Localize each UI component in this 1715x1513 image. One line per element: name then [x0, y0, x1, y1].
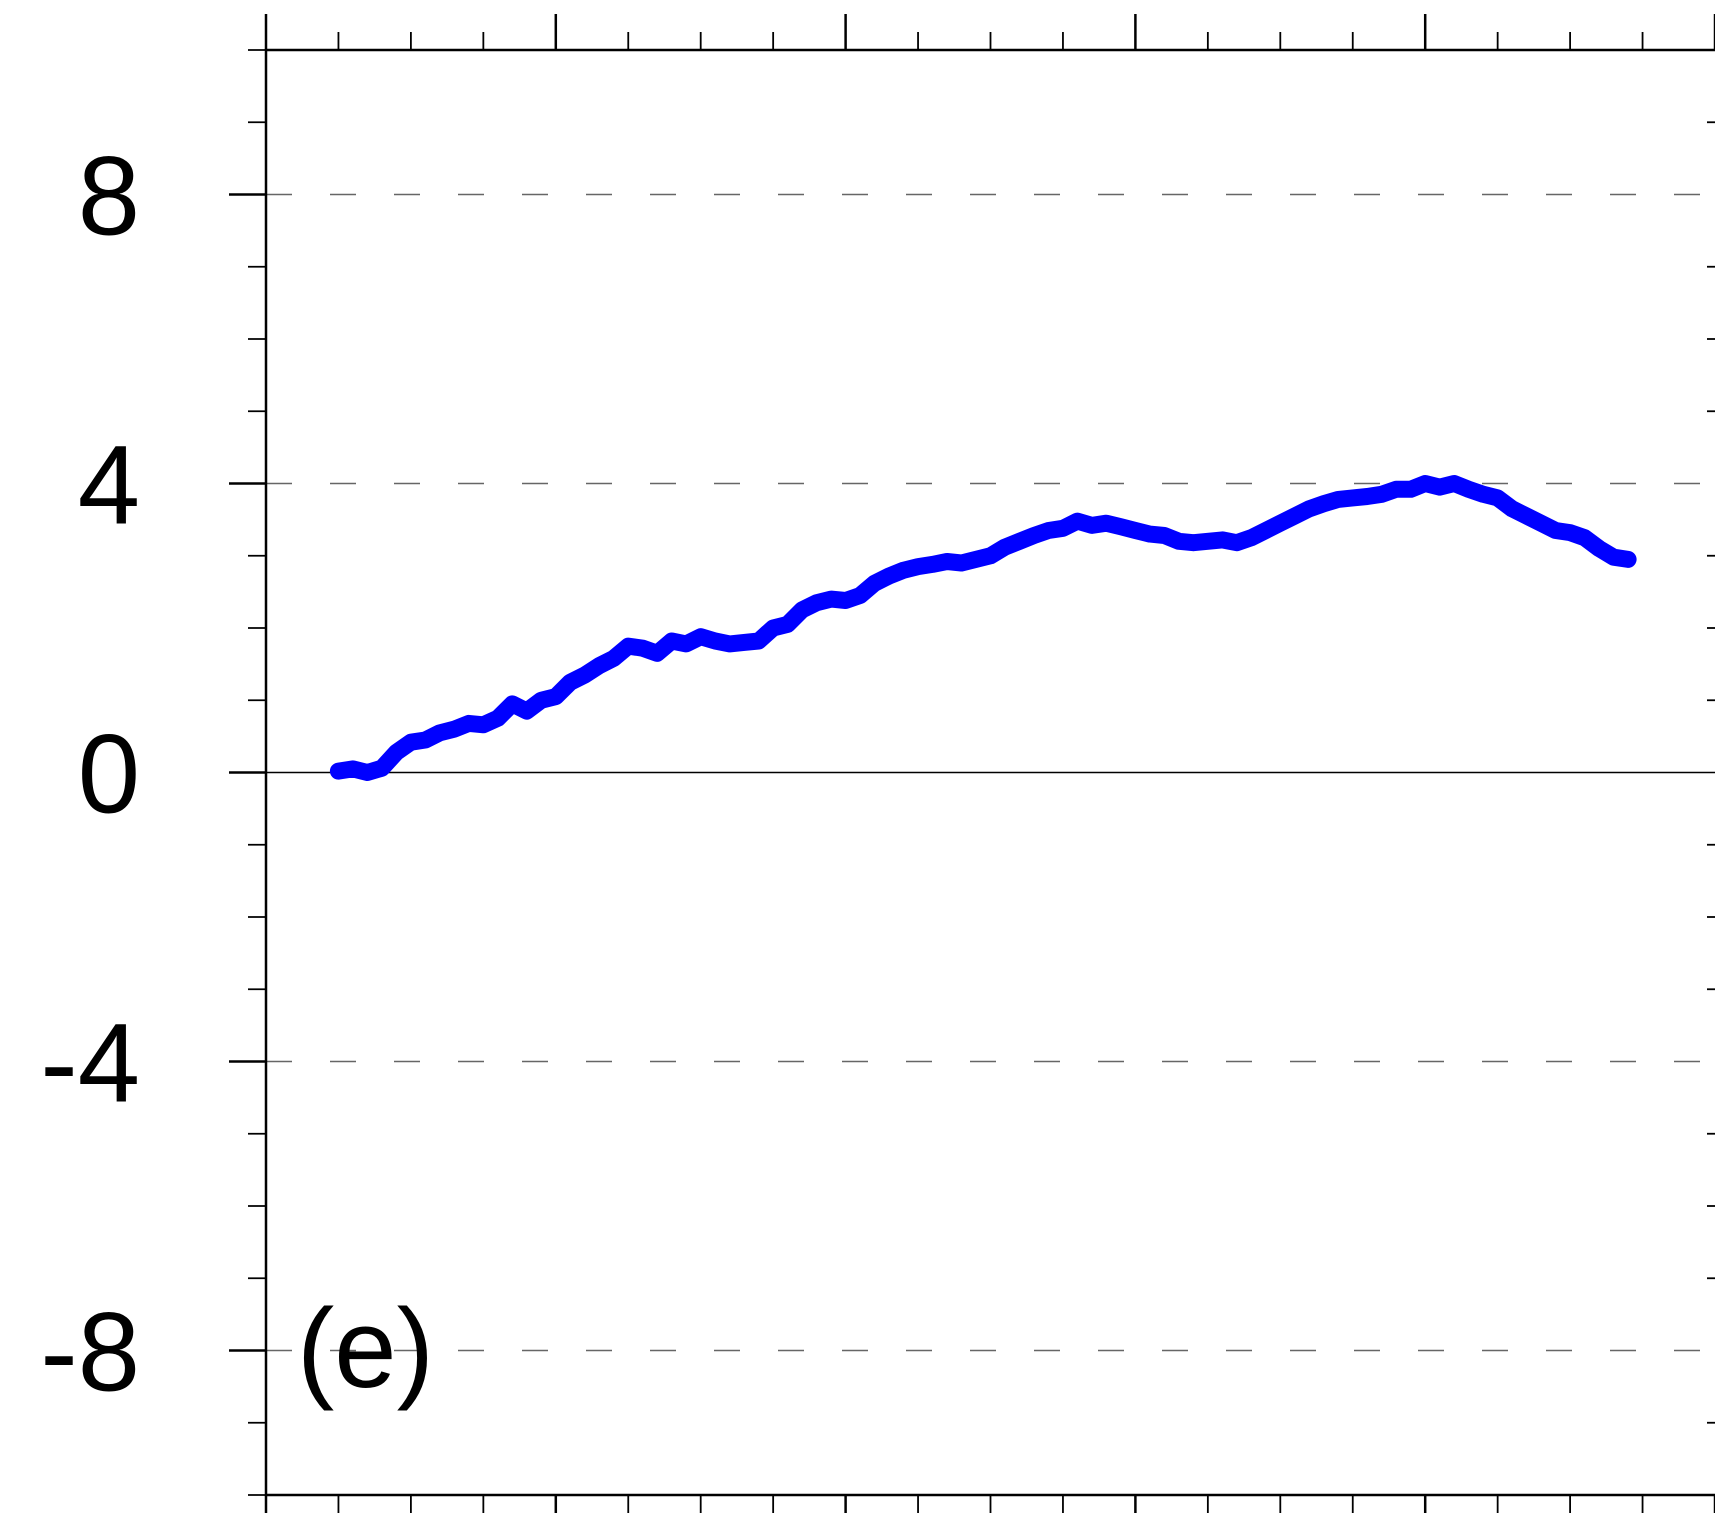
y-tick-label: 4 — [78, 423, 140, 548]
y-tick-label: -4 — [40, 1001, 140, 1126]
series-line — [329, 475, 1637, 781]
grid-lines — [266, 193, 1715, 1352]
tick-labels: -8 -4 0 4 8 — [40, 134, 140, 1415]
axis-ticks — [229, 14, 1715, 1513]
y-tick-label: 8 — [78, 134, 140, 259]
y-tick-label: -8 — [40, 1290, 140, 1415]
data-series — [329, 475, 1637, 781]
panel-label: (e) — [297, 1286, 434, 1411]
y-tick-label: 0 — [78, 712, 140, 837]
